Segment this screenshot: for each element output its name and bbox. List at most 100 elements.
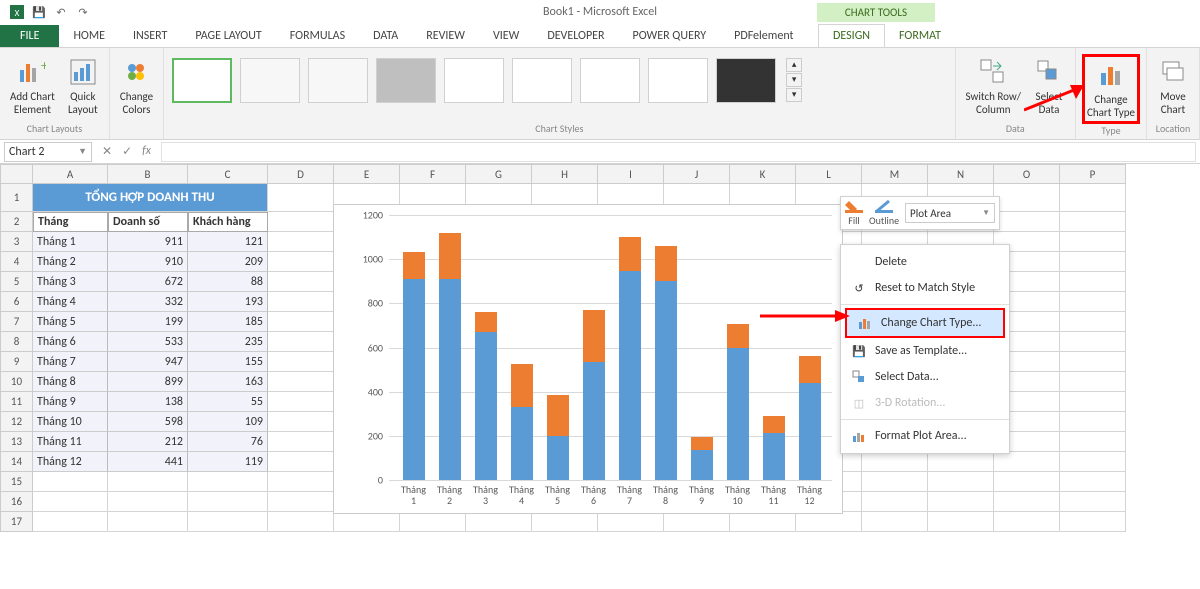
empty-cell[interactable] [268,472,334,492]
redo-icon[interactable]: ↷ [74,3,92,21]
empty-cell[interactable] [862,452,928,472]
row-header[interactable]: 15 [0,472,33,492]
cell[interactable] [33,472,108,492]
column-header[interactable]: B [108,164,188,184]
cell[interactable]: Tháng 1 [33,232,108,252]
plot-area[interactable]: 020040060080010001200Tháng 1Tháng 2Tháng… [389,215,832,480]
empty-cell[interactable] [1060,432,1126,452]
empty-cell[interactable] [1060,252,1126,272]
row-header[interactable]: 6 [0,292,33,312]
cell[interactable]: Tháng 9 [33,392,108,412]
empty-cell[interactable] [928,452,994,472]
cell[interactable]: 193 [188,292,268,312]
column-header[interactable]: A [33,164,108,184]
menu-format-plot-area[interactable]: Format Plot Area... [841,423,1009,449]
cell[interactable]: 163 [188,372,268,392]
column-header[interactable]: N [928,164,994,184]
empty-cell[interactable] [1060,372,1126,392]
empty-cell[interactable] [664,512,730,532]
empty-cell[interactable] [268,332,334,352]
cell[interactable]: 332 [108,292,188,312]
change-chart-type-button[interactable]: Change Chart Type [1082,54,1140,124]
empty-cell[interactable] [268,352,334,372]
cell[interactable] [33,512,108,532]
embedded-chart[interactable]: 020040060080010001200Tháng 1Tháng 2Tháng… [333,204,843,514]
undo-icon[interactable]: ↶ [52,3,70,21]
save-icon[interactable]: 💾 [30,3,48,21]
empty-cell[interactable] [862,512,928,532]
select-all-corner[interactable] [0,164,33,184]
row-header[interactable]: 5 [0,272,33,292]
bar[interactable] [655,245,677,480]
cell[interactable]: 212 [108,432,188,452]
empty-cell[interactable] [994,184,1060,212]
empty-cell[interactable] [1060,292,1126,312]
column-header[interactable]: F [400,164,466,184]
chart-style-9[interactable] [716,58,776,103]
chart-style-2[interactable] [240,58,300,103]
cancel-formula-icon[interactable]: ✕ [102,144,112,159]
name-box[interactable]: Chart 2 ▼ [4,142,92,162]
tab-page-layout[interactable]: PAGE LAYOUT [181,25,275,47]
chart-style-1[interactable] [172,58,232,103]
cell[interactable]: TỔNG HỢP DOANH THU [33,184,268,212]
cell[interactable]: 199 [108,312,188,332]
column-header[interactable]: P [1060,164,1126,184]
styles-scroll-down[interactable]: ▾ [786,73,802,87]
cell[interactable]: Tháng 4 [33,292,108,312]
menu-save-template[interactable]: 💾 Save as Template... [841,338,1009,364]
cell[interactable]: 947 [108,352,188,372]
tab-home[interactable]: HOME [59,25,119,47]
tab-view[interactable]: VIEW [479,25,533,47]
cell[interactable]: 76 [188,432,268,452]
cell[interactable]: 899 [108,372,188,392]
row-header[interactable]: 1 [0,184,33,212]
empty-cell[interactable] [862,472,928,492]
fill-button[interactable]: Fill [845,199,863,227]
chart-style-5[interactable] [444,58,504,103]
empty-cell[interactable] [994,492,1060,512]
tab-data[interactable]: DATA [359,25,412,47]
empty-cell[interactable] [268,432,334,452]
empty-cell[interactable] [928,512,994,532]
cell[interactable]: 121 [188,232,268,252]
cell[interactable]: Tháng 3 [33,272,108,292]
chart-style-7[interactable] [580,58,640,103]
move-chart-button[interactable]: Move Chart [1153,54,1193,118]
column-header[interactable]: E [334,164,400,184]
column-header[interactable]: O [994,164,1060,184]
column-header[interactable]: M [862,164,928,184]
bar[interactable] [439,233,461,480]
chart-style-3[interactable] [308,58,368,103]
empty-cell[interactable] [268,232,334,252]
empty-cell[interactable] [994,512,1060,532]
menu-select-data[interactable]: Select Data... [841,364,1009,390]
row-header[interactable]: 14 [0,452,33,472]
bar[interactable] [511,364,533,480]
empty-cell[interactable] [1060,332,1126,352]
tab-formulas[interactable]: FORMULAS [276,25,359,47]
chart-style-6[interactable] [512,58,572,103]
cell[interactable]: Khách hàng [188,212,268,232]
cell[interactable]: 185 [188,312,268,332]
cell[interactable] [188,512,268,532]
styles-more[interactable]: ▾ [786,88,802,102]
empty-cell[interactable] [334,512,400,532]
cell[interactable]: 88 [188,272,268,292]
empty-cell[interactable] [1060,472,1126,492]
chart-element-selector[interactable]: Plot Area ▼ [905,203,995,223]
cell[interactable]: 911 [108,232,188,252]
cell[interactable]: 138 [108,392,188,412]
row-header[interactable]: 13 [0,432,33,452]
bar[interactable] [475,312,497,480]
empty-cell[interactable] [268,452,334,472]
column-header[interactable]: L [796,164,862,184]
empty-cell[interactable] [730,512,796,532]
empty-cell[interactable] [268,372,334,392]
empty-cell[interactable] [268,252,334,272]
cell[interactable]: 672 [108,272,188,292]
empty-cell[interactable] [1060,352,1126,372]
menu-reset-style[interactable]: ↺ Reset to Match Style [841,275,1009,301]
quick-layout-button[interactable]: Quick Layout [63,54,103,118]
cell[interactable] [108,492,188,512]
